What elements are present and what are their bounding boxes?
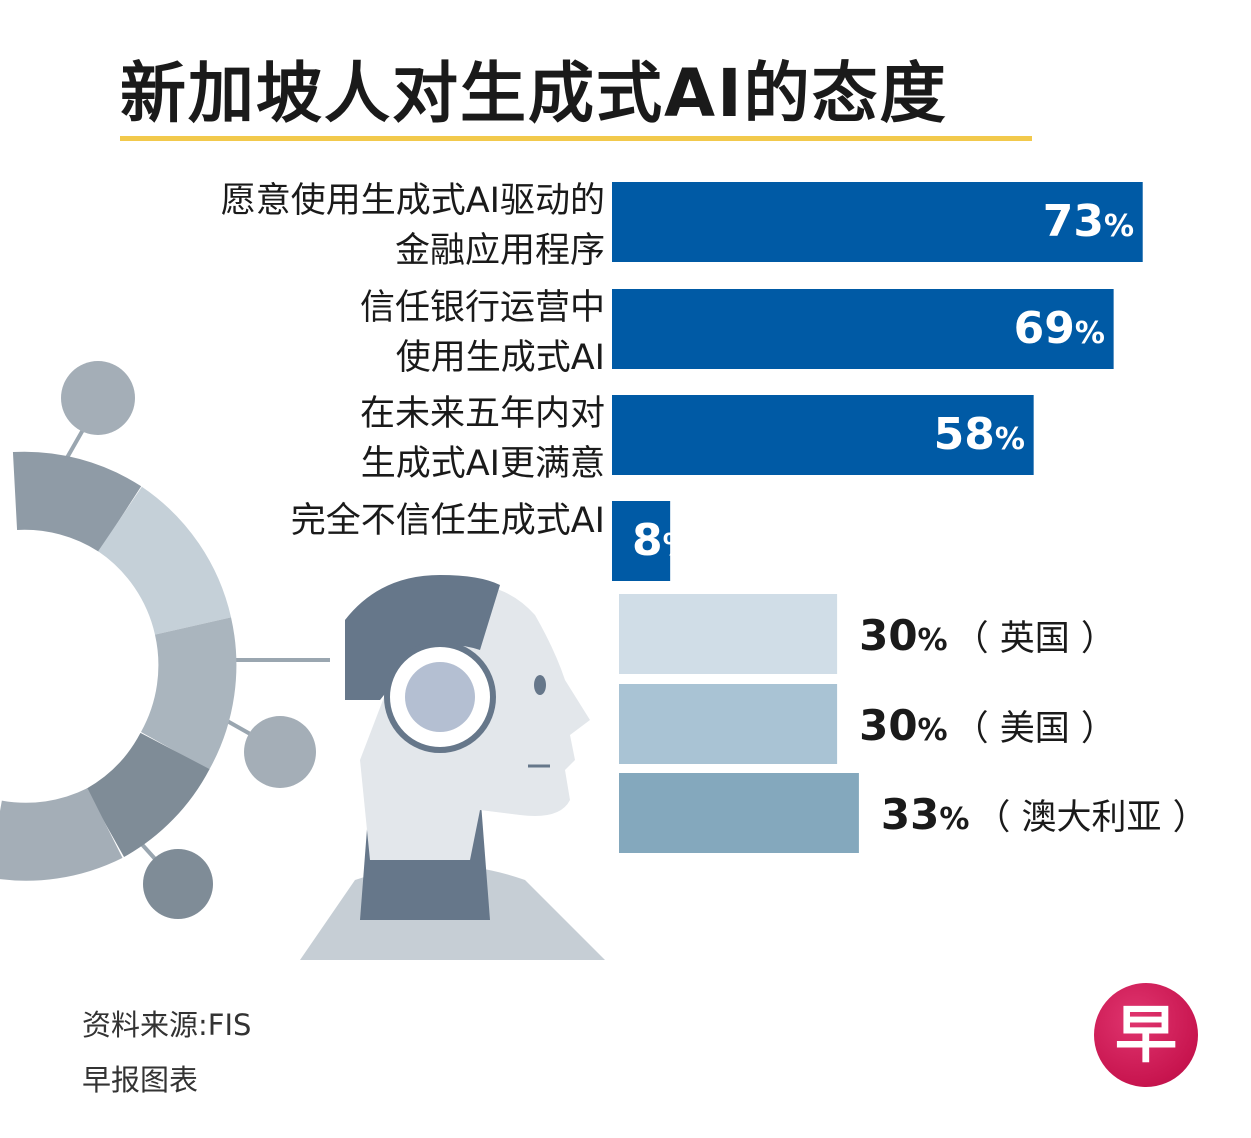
value-label-3: 8% (632, 515, 693, 566)
comparison-label-us: 30% （ 美国 ） (859, 701, 1116, 750)
comparison-label-australia: 33% （ 澳大利亚 ） (880, 790, 1208, 839)
headphone-core-icon (405, 662, 475, 732)
value-label-1: 69% (1013, 303, 1105, 354)
robot-eye-icon (534, 675, 546, 695)
comparison-bar-0 (619, 594, 838, 674)
category-label-0: 愿意使用生成式AI驱动的 金融应用程序 (220, 181, 605, 271)
node-circle-bottom (143, 849, 213, 919)
category-label-3: 完全不信任生成式AI (290, 501, 605, 541)
zaobao-logo-icon: 早 (1094, 983, 1198, 1087)
title-underline (120, 136, 1032, 141)
value-label-2: 58% (933, 409, 1025, 460)
category-label-2: 在未来五年内对 生成式AI更满意 (359, 394, 605, 484)
comparison-bar-2 (619, 773, 859, 853)
comparison-bar-1 (619, 684, 838, 764)
bar-2 (612, 395, 1034, 475)
value-label-0: 73% (1042, 196, 1134, 247)
category-label-1: 信任银行运营中 使用生成式AI (359, 288, 605, 378)
comparison-label-uk: 30% （ 英国 ） (859, 611, 1116, 660)
source-note: 资料来源:FIS (82, 1008, 252, 1042)
bar-3 (612, 501, 671, 581)
chart-credit: 早报图表 (82, 1063, 199, 1097)
bar-1 (612, 289, 1114, 369)
bar-0 (612, 182, 1143, 262)
logo-text: 早 (1114, 998, 1177, 1071)
node-circle-top (61, 361, 135, 435)
node-circle-mid (244, 716, 316, 788)
chart-title: 新加坡人对生成式AI的态度 (120, 55, 948, 132)
